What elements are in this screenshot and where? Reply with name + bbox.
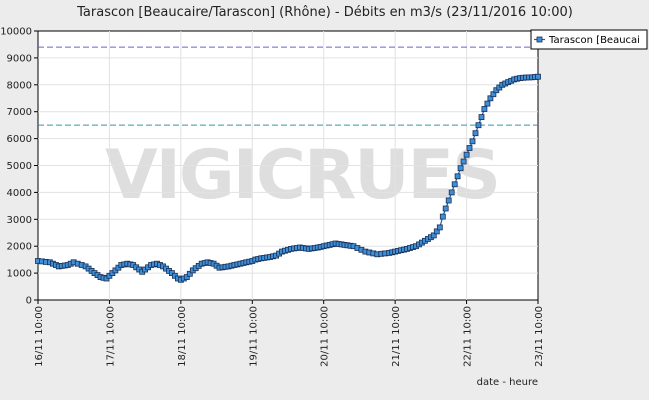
x-axis-label: date - heure [477,377,538,388]
data-point [439,213,446,220]
legend-box [530,29,648,50]
data-point [463,151,470,158]
threshold-lines [38,46,538,126]
y-tick-label: 10000 [0,27,32,38]
data-point [454,173,461,180]
y-tick-label: 7000 [7,107,32,118]
chart-title: Tarascon [Beaucaire/Tarascon] (Rhône) - … [76,5,573,20]
data-point [183,274,190,281]
x-tick-label: 21/11 10:00 [391,306,402,367]
x-tick-label: 23/11 10:00 [534,306,545,367]
legend: Tarascon [Beaucai [530,29,648,50]
data-point [430,232,437,239]
data-point [451,181,458,188]
data-point [457,165,464,172]
data-point [478,114,485,120]
data-point [186,270,193,277]
y-tick-label: 4000 [7,188,32,199]
y-tick-label: 1000 [7,269,32,280]
data-point [448,189,455,196]
x-tick-label: 17/11 10:00 [105,306,116,367]
series-points [35,73,541,283]
data-point [436,224,443,231]
y-tick-label: 2000 [7,242,32,253]
data-point [481,106,488,112]
watermark-logo: VIGICRUES [105,136,499,215]
y-tick-label: 8000 [7,80,32,91]
x-tick-label: 18/11 10:00 [177,306,188,367]
data-point [442,205,449,212]
y-tick-label: 3000 [7,215,32,226]
y-axis-ticks: 0 1000 2000 3000 4000 5000 6000 7000 8000 9000 100… [0,27,38,307]
grid-lines [38,31,538,300]
data-point [445,197,452,204]
y-tick-label: 6000 [7,134,32,145]
data-point [472,130,479,137]
data-point [466,145,473,151]
x-axis-ticks: 16/11 10:00 17/11 10:00 18/11 10:00 19/11 1… [34,300,545,367]
x-tick-label: 19/11 10:00 [248,306,259,367]
y-tick-label: 0 [26,296,32,307]
legend-entry-label: Tarascon [Beaucai [548,35,640,46]
legend-marker [536,36,543,43]
data-point [460,158,467,165]
x-tick-label: 22/11 10:00 [463,306,474,367]
data-point [433,228,440,235]
y-tick-label: 9000 [7,53,32,64]
data-point [469,138,476,145]
data-point [475,122,482,129]
data-point [535,73,541,80]
x-tick-label: 16/11 10:00 [34,306,45,367]
y-tick-label: 5000 [7,161,32,172]
data-point [484,100,491,107]
x-tick-label: 20/11 10:00 [320,306,331,367]
data-point [487,95,494,102]
